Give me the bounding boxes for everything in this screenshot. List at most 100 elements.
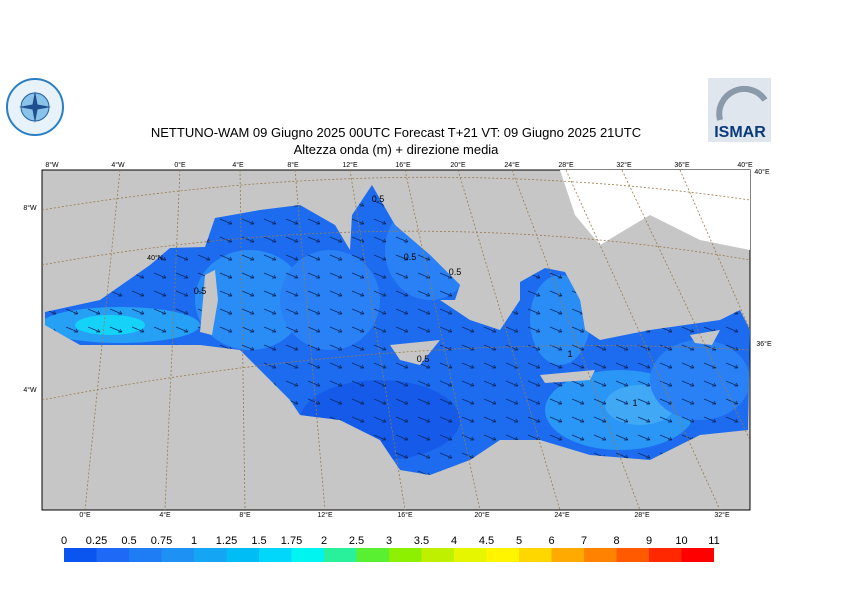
- wave-arrow: [373, 290, 387, 297]
- wave-arrow: [505, 416, 519, 423]
- wave-arrow: [549, 326, 563, 333]
- wave-arrow: [285, 308, 299, 315]
- wave-arrow: [285, 218, 299, 225]
- contour-label: 0.5: [417, 354, 430, 364]
- wave-arrow: [219, 308, 233, 315]
- wave-arrow: [395, 236, 409, 243]
- wave-arrow: [285, 254, 299, 261]
- wave-arrow: [241, 218, 255, 225]
- wave-arrow: [373, 254, 387, 261]
- wave-arrow: [571, 434, 585, 441]
- wave-arrow: [395, 452, 409, 459]
- wave-arrow: [351, 380, 365, 387]
- colorbar-segment: [616, 548, 649, 562]
- wave-arrow: [395, 326, 409, 333]
- wave-arrow: [505, 434, 519, 441]
- wave-arrow: [395, 398, 409, 405]
- lat-label: 8°W: [23, 204, 37, 212]
- wave-arrow: [329, 236, 343, 243]
- contour-label: 1: [567, 349, 572, 359]
- colorbar-label: 6: [548, 535, 554, 547]
- wave-arrow: [307, 380, 321, 387]
- wave-arrow: [351, 416, 365, 423]
- wave-arrow: [395, 308, 409, 315]
- wave-arrow: [571, 362, 585, 369]
- wave-arrow: [395, 434, 409, 441]
- wave-arrow: [307, 362, 321, 369]
- lon-label: 16°E: [397, 511, 413, 519]
- colorbar: 0 0.25 0.5 0.75 1 1.25 1.5 1.75 2 2.5 3 3.5 4 4.5 5 6 7 8…: [61, 535, 720, 562]
- wave-arrow: [307, 236, 321, 243]
- island: [540, 370, 595, 383]
- wave-arrow: [307, 398, 321, 405]
- lon-label: 28°E: [558, 161, 574, 169]
- wave-arrow: [571, 398, 585, 405]
- colorbar-label: 0.75: [151, 535, 172, 547]
- wave-arrow: [527, 290, 541, 297]
- wave-arrow: [615, 362, 629, 369]
- wave-arrow: [637, 434, 651, 441]
- wave-arrow: [241, 254, 255, 261]
- island: [690, 330, 720, 345]
- lon-label: 4°W: [111, 161, 125, 169]
- wave-arrow: [395, 254, 409, 261]
- wave-arrow: [637, 362, 651, 369]
- wave-arrow: [549, 272, 563, 279]
- wave-arrow: [527, 308, 541, 315]
- wave-arrow: [351, 290, 365, 297]
- lon-label: 32°E: [616, 161, 632, 169]
- wave-arrow: [373, 362, 387, 369]
- colorbar-segment: [649, 548, 682, 562]
- wave-arrow: [703, 380, 717, 387]
- wave-arrow: [285, 362, 299, 369]
- wave-arrow: [593, 380, 607, 387]
- colorbar-label: 3.5: [414, 535, 429, 547]
- contour-label: 0.5: [404, 252, 417, 262]
- wave-arrow: [153, 272, 167, 279]
- wave-arrow: [483, 326, 497, 333]
- wave-arrow: [527, 344, 541, 351]
- wave-arrow: [285, 380, 299, 387]
- wave-arrow: [417, 398, 431, 405]
- wave-arrow: [241, 326, 255, 333]
- wave-arrow: [175, 254, 189, 261]
- wave-arrow: [615, 344, 629, 351]
- wave-arrow: [725, 326, 739, 333]
- wave-arrow: [439, 272, 453, 279]
- lon-label: 16°E: [395, 161, 411, 169]
- wave-arrow: [307, 326, 321, 333]
- wave-arrow: [131, 290, 145, 297]
- wave-arrow: [263, 254, 277, 261]
- wave-arrow: [681, 416, 695, 423]
- wave-arrow: [725, 416, 739, 423]
- wave-arrow: [417, 416, 431, 423]
- wave-arrow: [395, 416, 409, 423]
- wave-arrow: [593, 434, 607, 441]
- lon-label: 8°E: [239, 511, 251, 519]
- colorbar-label: 7: [581, 535, 587, 547]
- wave-arrow: [615, 380, 629, 387]
- colorbar-segment: [519, 548, 552, 562]
- wave-arrow: [241, 344, 255, 351]
- wave-arrow: [219, 290, 233, 297]
- wave-arrow: [329, 290, 343, 297]
- wave-arrow: [417, 308, 431, 315]
- lon-label: 12°E: [317, 511, 333, 519]
- wave-arrow: [527, 398, 541, 405]
- wave-arrow: [351, 326, 365, 333]
- wave-arrow: [615, 398, 629, 405]
- wave-arrow: [241, 308, 255, 315]
- logo-right: ISMAR: [708, 78, 771, 142]
- wave-arrow: [373, 236, 387, 243]
- wave-arrow: [703, 416, 717, 423]
- wave-arrow: [351, 308, 365, 315]
- colorbar-segment: [454, 548, 487, 562]
- wave-arrow: [527, 380, 541, 387]
- wave-arrow: [153, 308, 167, 315]
- wave-arrow: [175, 326, 189, 333]
- wave-arrow: [483, 380, 497, 387]
- wave-arrow: [373, 416, 387, 423]
- lon-label: 4°E: [232, 161, 244, 169]
- wave-arrow: [461, 362, 475, 369]
